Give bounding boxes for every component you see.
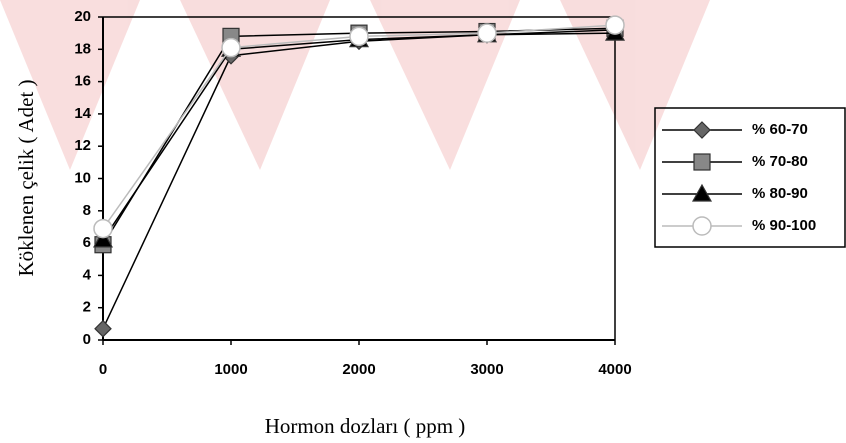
legend-label: % 80-90	[752, 185, 808, 202]
x-tick-label: 4000	[598, 361, 631, 378]
marker-square	[693, 153, 711, 171]
marker-diamond	[693, 121, 711, 139]
y-tick-label: 8	[83, 202, 91, 219]
marker-triangle	[92, 229, 114, 248]
legend-label: % 70-80	[752, 153, 808, 170]
x-tick-label: 2000	[342, 361, 375, 378]
y-tick-label: 6	[83, 234, 91, 251]
y-tick-label: 12	[74, 137, 91, 154]
legend-label: % 90-100	[752, 217, 816, 234]
marker-circle	[221, 37, 241, 58]
legend-box	[654, 107, 846, 248]
legend-label: % 60-70	[752, 121, 808, 138]
y-tick-label: 4	[83, 266, 92, 283]
x-tick-label: 3000	[470, 361, 503, 378]
y-axis-title: Köklenen çelik ( Adet )	[14, 79, 38, 276]
marker-triangle	[691, 183, 713, 202]
x-tick-label: 0	[99, 361, 107, 378]
marker-circle	[605, 15, 625, 35]
y-tick-label: 0	[83, 331, 91, 348]
series-line	[102, 32, 616, 241]
series-line	[102, 27, 616, 246]
y-tick-label: 2	[83, 299, 91, 316]
x-axis-title: Hormon dozları ( ppm )	[265, 414, 466, 438]
y-tick-label: 18	[74, 40, 91, 57]
y-tick-label: 10	[74, 169, 91, 186]
marker-circle	[692, 216, 712, 236]
y-tick-label: 20	[74, 8, 91, 25]
y-tick-label: 16	[74, 73, 91, 90]
marker-diamond	[94, 319, 112, 338]
series-line	[102, 29, 616, 330]
marker-circle	[93, 218, 113, 239]
marker-circle	[477, 23, 497, 43]
x-tick-label: 1000	[214, 361, 247, 378]
marker-circle	[349, 26, 369, 47]
y-tick-label: 14	[74, 105, 91, 122]
